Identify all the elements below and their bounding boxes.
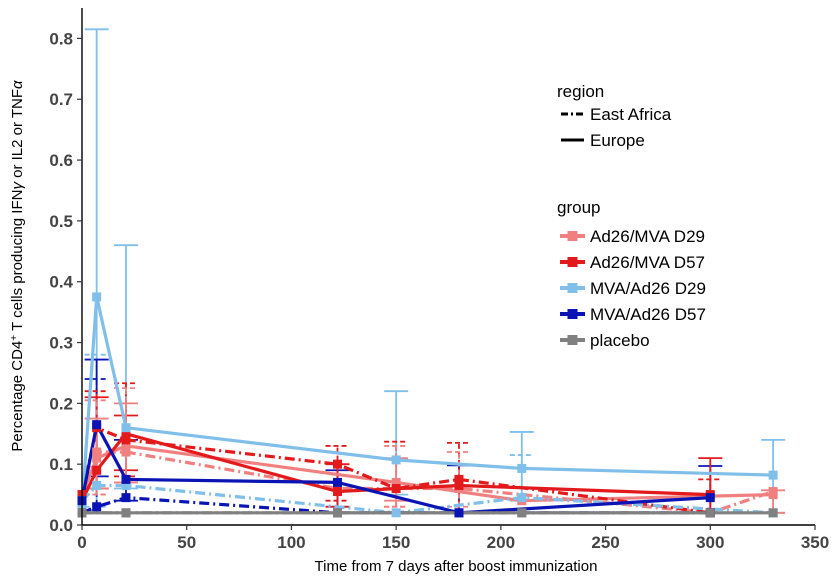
data-point — [92, 447, 102, 457]
y-tick-label: 0.5 — [49, 212, 73, 231]
data-point — [517, 493, 527, 503]
legend-region-items: East Africa Europe — [561, 105, 672, 150]
data-point — [121, 493, 131, 503]
x-tick-label: 0 — [77, 533, 86, 552]
y-tick-label: 0.0 — [49, 516, 73, 535]
series-line — [80, 423, 711, 515]
data-point — [92, 465, 102, 475]
y-tick-label: 0.1 — [49, 455, 73, 474]
x-tick-label: 150 — [382, 533, 410, 552]
data-point — [391, 455, 401, 465]
data-point — [92, 480, 102, 490]
series-line — [80, 483, 774, 515]
legend-group-items: Ad26/MVA D29 Ad26/MVA D57 MVA/Ad26 D29 MVA/… — [560, 227, 706, 350]
data-point — [517, 463, 527, 473]
data-point — [121, 429, 131, 439]
series-lines — [80, 295, 774, 515]
x-tick-label: 50 — [177, 533, 196, 552]
legend-group-key-marker — [567, 309, 578, 319]
data-point — [333, 477, 343, 487]
data-point — [121, 423, 131, 433]
data-point — [768, 508, 778, 518]
data-point — [121, 508, 131, 518]
legend-region-label: Europe — [590, 131, 645, 150]
data-point — [391, 508, 401, 518]
legend: region East Africa Europe group Ad26/MVA … — [557, 82, 706, 350]
y-tick-label: 0.7 — [49, 90, 73, 109]
legend-group-label: MVA/Ad26 D29 — [590, 279, 706, 298]
legend-group-label: MVA/Ad26 D57 — [590, 305, 706, 324]
data-point — [92, 453, 102, 463]
data-point — [92, 502, 102, 512]
y-tick-label: 0.8 — [49, 29, 73, 48]
legend-region-label: East Africa — [590, 105, 672, 124]
x-tick-label: 350 — [801, 533, 829, 552]
data-point — [705, 508, 715, 518]
x-axis-title: Time from 7 days after boost immunizatio… — [315, 558, 598, 575]
data-point — [391, 484, 401, 494]
data-point — [391, 477, 401, 487]
data-point — [121, 441, 131, 451]
data-point — [333, 487, 343, 497]
data-point — [92, 292, 102, 302]
plot-area — [77, 28, 786, 518]
legend-group-key-marker — [567, 335, 578, 345]
series-line — [80, 295, 774, 507]
legend-group-label: Ad26/MVA D29 — [590, 227, 705, 246]
legend-group-key-marker — [567, 231, 578, 241]
x-tick-label: 100 — [277, 533, 305, 552]
data-point — [333, 459, 343, 469]
series-line — [80, 432, 711, 502]
legend-group-label: placebo — [590, 331, 650, 350]
data-point — [517, 508, 527, 518]
legend-group-key-marker — [567, 257, 578, 267]
x-tick-label: 200 — [487, 533, 515, 552]
data-point — [121, 435, 131, 445]
data-point — [333, 508, 343, 518]
legend-group-label: Ad26/MVA D57 — [590, 253, 705, 272]
y-axis-title: Percentage CD4+ T cells producing IFNγ o… — [9, 80, 27, 452]
y-tick-label: 0.3 — [49, 334, 73, 353]
data-point — [92, 420, 102, 430]
data-point — [768, 487, 778, 497]
legend-group-title: group — [557, 198, 600, 217]
data-point — [121, 480, 131, 490]
legend-group-key-marker — [567, 283, 578, 293]
data-point — [454, 508, 464, 518]
data-point — [121, 474, 131, 484]
data-point — [454, 480, 464, 490]
data-point — [768, 470, 778, 480]
x-tick-label: 300 — [696, 533, 724, 552]
y-tick-label: 0.4 — [49, 273, 73, 292]
axes — [81, 8, 815, 526]
data-point — [705, 493, 715, 503]
data-point — [454, 474, 464, 484]
legend-region-title: region — [557, 82, 604, 101]
x-axis-ticks: 0 50 100 150 200 250 300 350 — [77, 525, 829, 552]
y-tick-label: 0.6 — [49, 151, 73, 170]
x-tick-label: 250 — [591, 533, 619, 552]
y-tick-label: 0.2 — [49, 394, 73, 413]
y-axis-ticks: 0.0 0.1 0.2 0.3 0.4 0.5 0.6 0.7 0.8 — [49, 29, 82, 535]
data-point — [121, 447, 131, 457]
